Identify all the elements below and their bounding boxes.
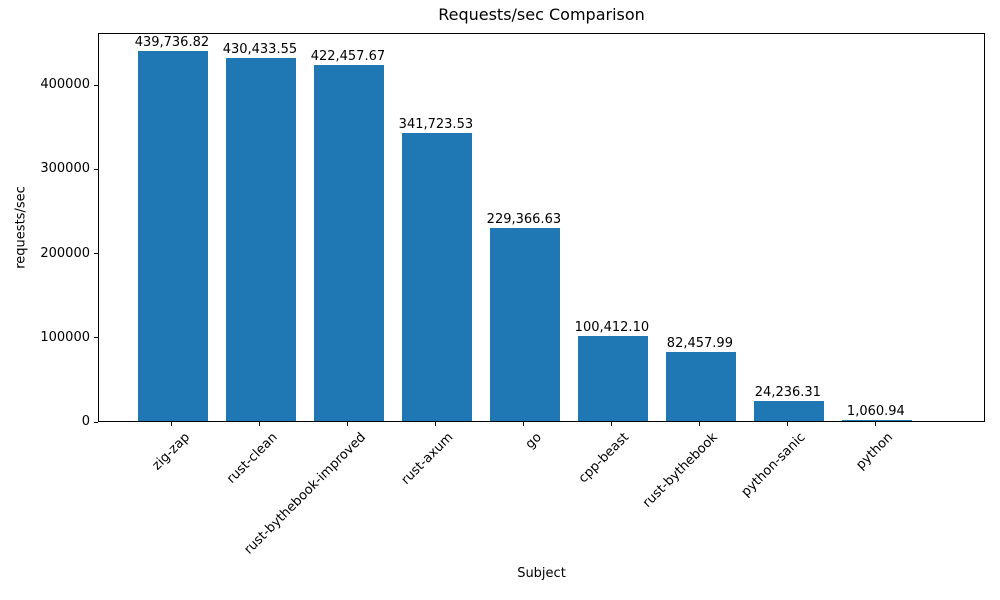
- x-tick-label: rust-clean: [223, 430, 281, 487]
- y-tick-mark: [94, 253, 98, 254]
- x-tick-mark: [347, 422, 349, 426]
- plot-area: [98, 33, 985, 422]
- bar-value-label: 422,457.67: [310, 49, 386, 65]
- x-tick-mark: [875, 422, 877, 426]
- x-tick-mark: [171, 422, 173, 426]
- bar-value-label: 1,060.94: [846, 403, 905, 419]
- bar-value-label: 430,433.55: [222, 42, 298, 58]
- x-tick-mark: [435, 422, 437, 426]
- x-axis-label: Subject: [517, 566, 566, 581]
- y-tick-mark: [94, 421, 98, 423]
- y-axis-label: requests/sec: [13, 186, 29, 269]
- y-tick-label: 0: [81, 414, 90, 429]
- bar-value-label: 24,236.31: [754, 384, 821, 400]
- bar-value-label: 439,736.82: [134, 34, 210, 50]
- y-tick-mark: [94, 168, 98, 170]
- bar-value-label: 82,457.99: [666, 335, 733, 351]
- x-tick-mark: [787, 422, 789, 426]
- bar: [313, 65, 385, 421]
- y-tick-label: 400000: [40, 77, 90, 92]
- x-tick-mark: [259, 422, 261, 426]
- x-tick-label: zig-zap: [149, 430, 193, 474]
- bar: [401, 133, 473, 421]
- y-tick-mark: [94, 337, 98, 339]
- y-tick-label: 300000: [40, 161, 90, 177]
- x-tick-mark: [523, 422, 525, 426]
- bar: [489, 227, 561, 421]
- x-tick-label: python-sanic: [738, 430, 809, 500]
- x-tick-label: go: [522, 430, 545, 453]
- bar: [841, 419, 913, 421]
- x-tick-label: rust-axum: [398, 430, 457, 488]
- x-tick-label: python: [853, 430, 897, 473]
- y-tick-mark: [94, 84, 98, 86]
- y-tick-label: 100000: [40, 329, 90, 345]
- bar: [577, 336, 649, 421]
- bar: [753, 400, 825, 421]
- bar: [665, 351, 737, 421]
- x-tick-label: rust-bythebook: [639, 430, 721, 511]
- bar-value-label: 229,366.63: [486, 211, 562, 227]
- chart-title: Requests/sec Comparison: [438, 5, 645, 24]
- bar-value-label: 341,723.53: [398, 117, 474, 133]
- x-tick-mark: [611, 422, 613, 426]
- bar-value-label: 100,412.10: [574, 320, 650, 336]
- x-tick-label: cpp-beast: [576, 430, 633, 487]
- y-tick-label: 200000: [40, 245, 90, 261]
- x-tick-mark: [699, 422, 701, 426]
- bar: [137, 50, 209, 421]
- bar: [225, 58, 297, 421]
